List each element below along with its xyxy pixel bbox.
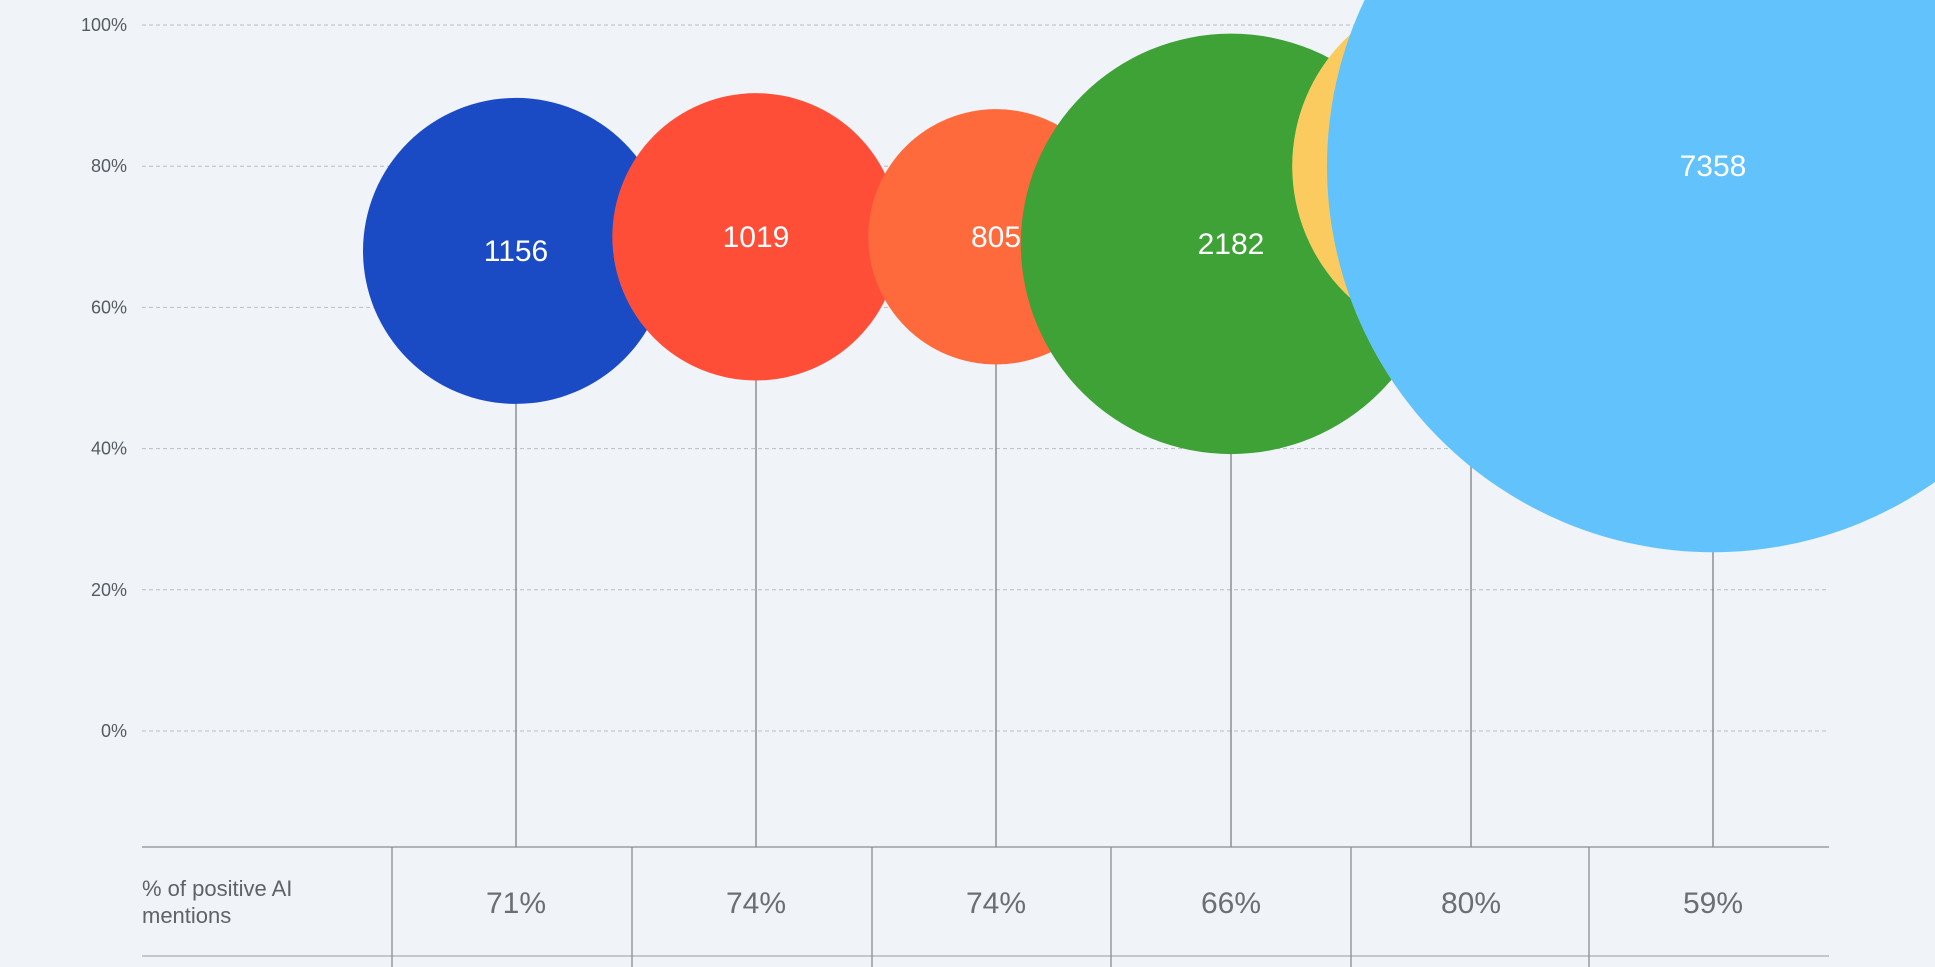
bubble-value-label: 2182 <box>1198 228 1265 261</box>
bubbles: 11561019805218215797358 <box>363 0 1935 553</box>
positive-mentions-value: 74% <box>726 887 786 920</box>
positive-mentions-value: 80% <box>1441 887 1501 920</box>
y-tick-label: 60% <box>91 297 127 317</box>
bubble-value-label: 1019 <box>723 221 790 254</box>
bubble <box>1327 0 1935 553</box>
positive-mentions-value: 74% <box>966 887 1026 920</box>
y-tick-label: 0% <box>101 721 127 741</box>
row-header-line-2: mentions <box>142 903 231 928</box>
y-tick-label: 20% <box>91 580 127 600</box>
y-axis: 100% 80% 60% 40% 20% 0% <box>81 15 127 741</box>
positive-mentions-value: 66% <box>1201 887 1261 920</box>
y-tick-label: 40% <box>91 439 127 459</box>
y-tick-label: 80% <box>91 156 127 176</box>
bubble-value-label: 805 <box>971 221 1021 254</box>
row-header-line-1: % of positive AI <box>142 876 292 901</box>
bubble <box>612 93 900 381</box>
bubble <box>363 97 669 404</box>
y-tick-label: 100% <box>81 15 127 35</box>
bubble-value-label: 1156 <box>484 235 549 268</box>
data-table: % of positive AI mentions 71% 74% 74% 66% 80… <box>142 846 1829 967</box>
positive-mentions-value: 71% <box>486 887 546 920</box>
positive-mentions-value: 59% <box>1683 887 1743 920</box>
bubble-value-label: 7358 <box>1680 150 1747 183</box>
